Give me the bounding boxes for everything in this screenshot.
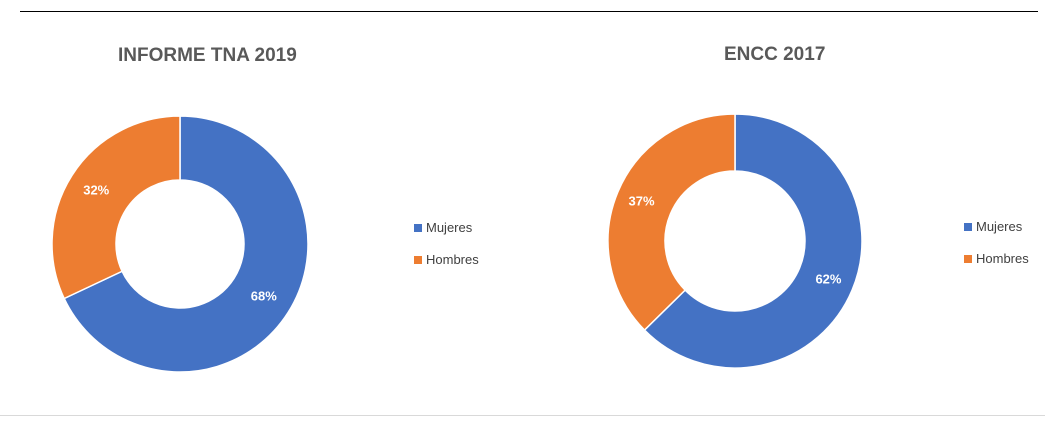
legend-item-hombres: Hombres [414,251,479,268]
legend-swatch-mujeres [414,223,422,232]
legend-label: Mujeres [426,220,473,235]
legend-encc-2017: Mujeres Hombres [964,218,1029,282]
legend-item-mujeres: Mujeres [964,218,1029,235]
legend-swatch-hombres [964,254,972,263]
slice-hombres [607,113,736,332]
donut-chart-tna-2019: 68% 32% [51,115,309,373]
legend-label: Hombres [976,251,1029,266]
top-divider [20,11,1038,12]
legend-label: Hombres [426,252,479,267]
data-label-hombres: 32% [83,182,109,197]
slice-hombres [51,115,181,300]
slice-mujeres [63,115,309,373]
data-label-mujeres: 68% [251,289,277,304]
slice-mujeres [643,113,863,369]
donut-chart-encc-2017: 62% 37% [607,113,863,369]
legend-swatch-hombres [414,255,422,264]
legend-swatch-mujeres [964,222,972,231]
data-label-hombres: 37% [629,193,655,208]
bottom-divider [0,415,1045,416]
legend-item-mujeres: Mujeres [414,219,479,236]
legend-item-hombres: Hombres [964,250,1029,267]
chart-title-encc-2017: ENCC 2017 [724,44,826,65]
legend-label: Mujeres [976,219,1023,234]
chart-title-tna-2019: INFORME TNA 2019 [118,45,297,66]
data-label-mujeres: 62% [815,272,841,287]
legend-tna-2019: Mujeres Hombres [414,219,479,283]
